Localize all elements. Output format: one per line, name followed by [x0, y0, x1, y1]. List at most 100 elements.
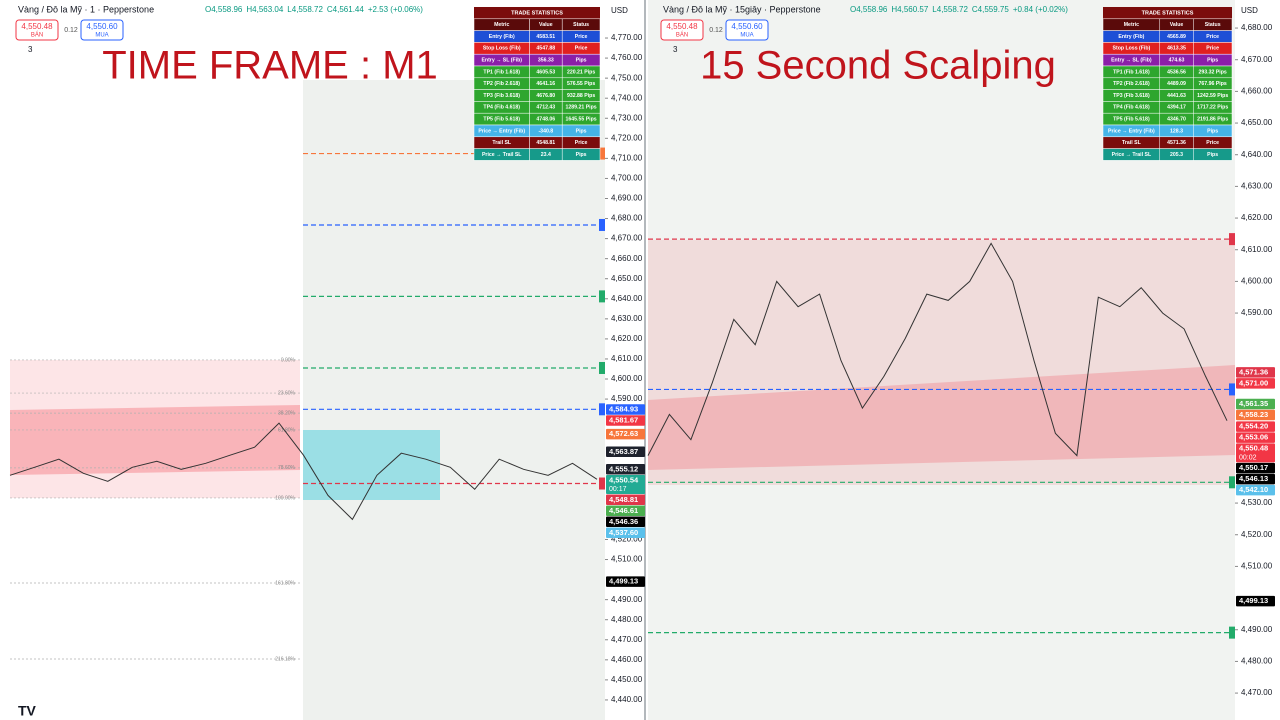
overlay-title: 15 Second Scalping	[700, 44, 1056, 88]
price-label: 4,571.36	[1239, 367, 1268, 376]
level-tab	[599, 361, 605, 374]
ohlc-value: H4,560.57	[891, 5, 928, 14]
table-row-text: 356.33	[538, 57, 554, 63]
table-row-text: 932.88 Pips	[567, 93, 595, 99]
y-tick-label: 4,520.00	[611, 535, 643, 544]
zone	[10, 405, 300, 475]
level-tab	[1229, 383, 1235, 396]
price-label: 4,550.17	[1239, 463, 1268, 472]
fib-label: 38.20%	[278, 410, 296, 416]
table-row-text: 4605.53	[536, 69, 555, 75]
price-label-bg	[1236, 378, 1275, 389]
table-row-text: Pips	[1207, 152, 1218, 158]
price-label: 4,563.87	[609, 447, 638, 456]
y-tick-label: 4,480.00	[611, 615, 643, 624]
table-row-text: 4571.36	[1167, 140, 1186, 146]
y-tick-label: 4,630.00	[1241, 182, 1273, 191]
y-tick-label: 4,600.00	[611, 374, 643, 383]
table-row-text: 1645.55 Pips	[566, 116, 597, 122]
table-row-text: Pips	[576, 128, 587, 134]
price-line	[9, 422, 598, 521]
table-row-text: TP2 (Fib 2.618)	[483, 81, 520, 87]
y-tick-label: 4,710.00	[611, 153, 643, 162]
price-line	[647, 242, 1228, 457]
y-tick-label: 4,750.00	[611, 73, 643, 82]
buy-box[interactable]	[725, 19, 769, 41]
sell-box[interactable]	[660, 19, 704, 41]
table-row-text: 4712.43	[536, 105, 555, 111]
ohlc-value: L4,558.72	[932, 5, 968, 14]
price-label-bg	[606, 446, 645, 457]
buy-label: MUA	[95, 33, 108, 39]
table-row-text: Entry → SL (Fib)	[1111, 57, 1152, 63]
table-row-text: TP5 (Fib 5.618)	[483, 116, 520, 122]
fib-label: 23.60%	[278, 390, 296, 396]
currency: USD	[1241, 6, 1258, 15]
price-label: 4,499.13	[1239, 596, 1268, 605]
table-row-text: TP4 (Fib 4.618)	[1113, 105, 1150, 111]
sell-label: BÁN	[31, 32, 43, 39]
price-label-bg	[1236, 367, 1275, 378]
y-tick-label: 4,630.00	[611, 314, 643, 323]
table-row-text: 767.96 Pips	[1199, 81, 1227, 87]
ohlc-value: O4,558.96	[850, 5, 888, 14]
y-tick-label: 4,600.00	[1241, 277, 1273, 286]
buy-box[interactable]	[80, 19, 124, 41]
spread: 0.12	[64, 27, 78, 34]
table-title: TRADE STATISTICS	[1142, 10, 1194, 16]
y-tick-label: 4,460.00	[611, 655, 643, 664]
buy-price: 4,550.60	[86, 22, 118, 31]
table-row-text: TP3 (Fib 3.618)	[1113, 93, 1150, 99]
price-label: 4,550.54	[609, 475, 639, 484]
table-row-text: 474.63	[1169, 57, 1185, 63]
ohlc-value: L4,558.72	[287, 5, 323, 14]
y-tick-label: 4,590.00	[1241, 308, 1273, 317]
overlay-title: TIME FRAME : M1	[102, 44, 438, 88]
price-label: 4,554.20	[1239, 422, 1268, 431]
y-tick-label: 4,590.00	[611, 394, 643, 403]
table-row-text: 4548.81	[536, 140, 555, 146]
table-row-text: 4613.35	[1167, 46, 1186, 52]
fib-label: 216.18%	[275, 656, 295, 662]
table-row-text: 576.55 Pips	[567, 81, 595, 87]
y-tick-label: 4,680.00	[1241, 23, 1273, 32]
y-tick-label: 4,620.00	[611, 334, 643, 343]
y-tick-label: 4,770.00	[611, 33, 643, 42]
y-tick-label: 4,510.00	[1241, 562, 1273, 571]
table-row-text: 4547.88	[536, 46, 555, 52]
table-row-text: Entry (Fib)	[489, 34, 515, 40]
spread: 0.12	[709, 27, 723, 34]
table-title: TRADE STATISTICS	[511, 10, 563, 16]
price-label-bg	[1236, 484, 1275, 496]
price-label: 4,499.13	[609, 577, 638, 586]
y-tick-label: 4,530.00	[1241, 498, 1273, 507]
table-row-text: 4565.89	[1167, 34, 1186, 40]
table-row-text: Stop Loss (Fib)	[483, 46, 521, 52]
buy-price: 4,550.60	[731, 22, 763, 31]
table-row-text: Price	[575, 140, 588, 146]
table-row-text: -340.8	[538, 128, 553, 134]
price-label-bg	[1236, 409, 1275, 421]
fib-label: 78.60%	[278, 465, 296, 471]
sell-price: 4,550.48	[666, 22, 698, 31]
ohlc-value: C4,561.44	[327, 5, 364, 14]
table-row-text: 4394.17	[1167, 105, 1186, 111]
price-label-bg	[606, 494, 645, 506]
ohlc-value: +2.53 (+0.06%)	[368, 5, 423, 14]
ohlc-value: +0.84 (+0.02%)	[1013, 5, 1068, 14]
y-tick-label: 4,720.00	[611, 133, 643, 142]
level-tab	[599, 218, 605, 231]
table-row-text: Price	[1206, 34, 1219, 40]
table-row-text: 4641.16	[536, 81, 555, 87]
y-tick-label: 4,690.00	[611, 194, 643, 203]
y-tick-label: 4,440.00	[611, 695, 643, 704]
price-label-bg	[1236, 443, 1275, 463]
table-row-text: Pips	[1207, 57, 1218, 63]
price-label: 4,550.48	[1239, 444, 1268, 453]
level-tab	[599, 147, 605, 160]
y-tick-label: 4,490.00	[1241, 625, 1273, 634]
table-header-text: Value	[1170, 22, 1184, 28]
sell-box[interactable]	[15, 19, 59, 41]
